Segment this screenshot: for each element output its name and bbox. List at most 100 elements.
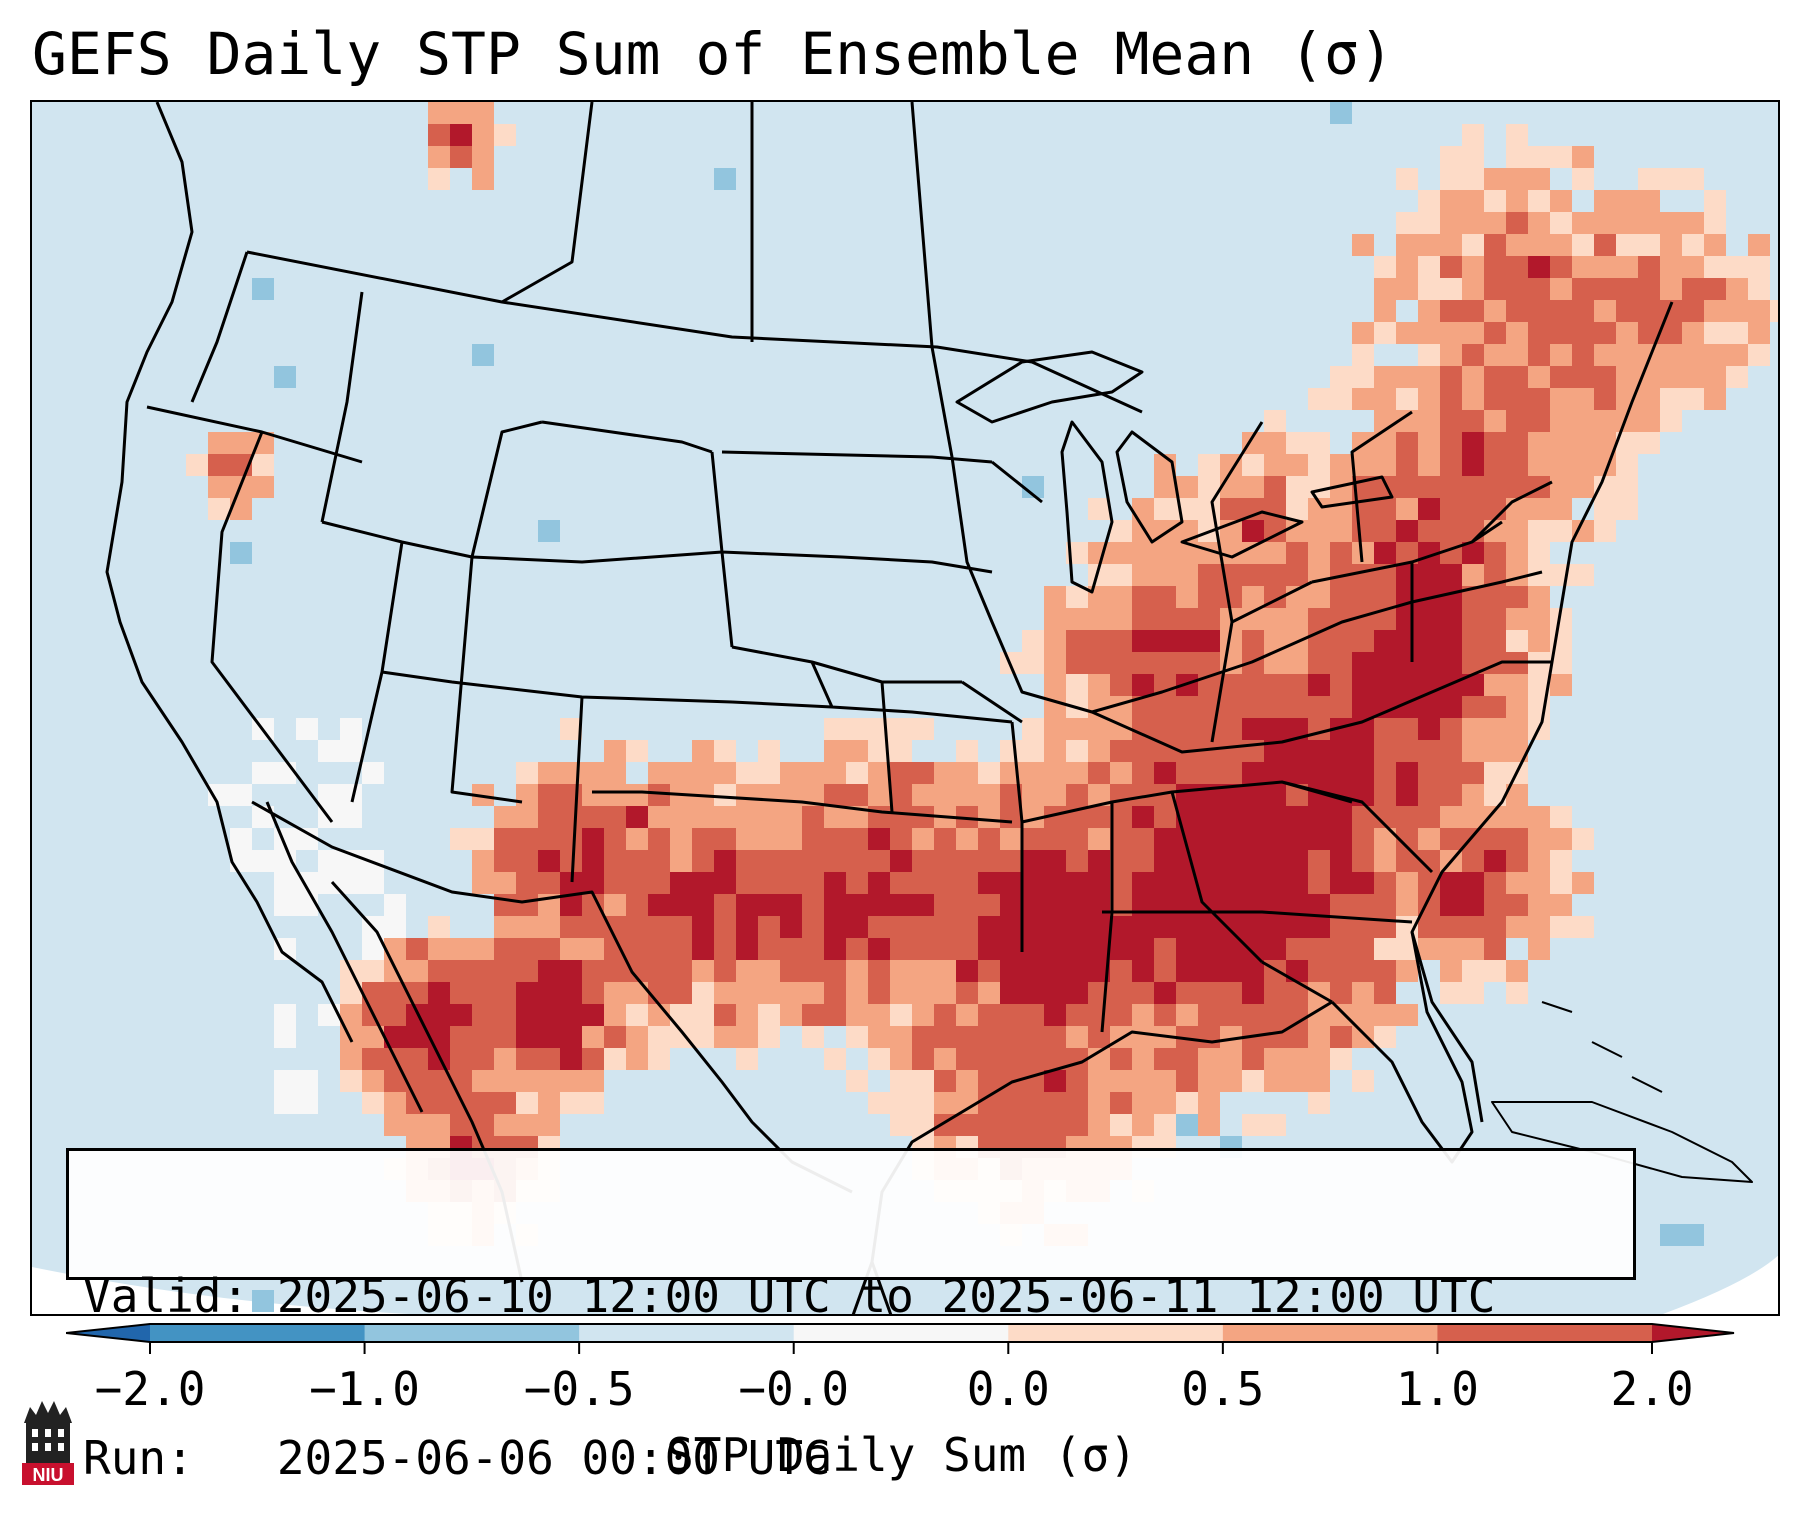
stp-grid-cell: [274, 1026, 296, 1048]
stp-grid-cell: [1088, 916, 1110, 938]
stp-grid-cell: [1550, 894, 1572, 916]
stp-grid-cell: [1462, 300, 1484, 322]
stp-grid-cell: [406, 938, 428, 960]
stp-grid-cell: [1484, 894, 1506, 916]
stp-grid-cell: [1176, 1070, 1198, 1092]
stp-grid-cell: [1682, 212, 1704, 234]
stp-grid-cell: [1418, 278, 1440, 300]
stp-grid-cell: [1286, 652, 1308, 674]
stp-grid-cell: [1000, 1026, 1022, 1048]
stp-grid-cell: [736, 806, 758, 828]
stp-grid-cell: [1550, 344, 1572, 366]
stp-grid-cell: [274, 938, 296, 960]
stp-grid-cell: [296, 1092, 318, 1114]
stp-grid-cell: [1220, 1026, 1242, 1048]
stp-grid-cell: [1660, 322, 1682, 344]
stp-grid-cell: [1506, 190, 1528, 212]
projection-edge: [32, 1267, 410, 1314]
stp-grid-cell: [538, 1070, 560, 1092]
stp-grid-cell: [1550, 674, 1572, 696]
stp-grid-cell: [1484, 190, 1506, 212]
stp-grid-cell: [714, 784, 736, 806]
atlantic-coastline: [1410, 301, 1674, 1123]
stp-grid-cell: [1572, 872, 1594, 894]
stp-grid-cell: [1000, 850, 1022, 872]
stp-grid-cell: [472, 1004, 494, 1026]
lake-ontario: [1310, 475, 1394, 509]
stp-grid-cell: [1220, 1004, 1242, 1026]
stp-grid-cell: [560, 850, 582, 872]
stp-grid-cell: [1418, 388, 1440, 410]
stp-grid-cell: [1242, 762, 1264, 784]
stp-grid-cell: [1242, 806, 1264, 828]
stp-grid-cell: [1176, 784, 1198, 806]
stp-grid-cell: [384, 894, 406, 916]
stp-grid-cell: [1110, 740, 1132, 762]
stp-grid-cell: [560, 1048, 582, 1070]
stp-grid-cell: [1550, 366, 1572, 388]
stp-grid-cell: [1440, 476, 1462, 498]
stp-grid-cell: [824, 762, 846, 784]
stp-grid-cell: [1132, 674, 1154, 696]
stp-grid-cell: [648, 806, 670, 828]
stp-grid-cell: [1638, 322, 1660, 344]
stp-grid-cell: [406, 982, 428, 1004]
stp-grid-cell: [1176, 960, 1198, 982]
stp-grid-cell: [1198, 938, 1220, 960]
stp-grid-cell: [1198, 1048, 1220, 1070]
stp-grid-cell: [1044, 1114, 1066, 1136]
stp-grid-cell: [1440, 608, 1462, 630]
stp-grid-cell: [1066, 718, 1088, 740]
stp-grid-cell: [1176, 850, 1198, 872]
stp-grid-cell: [1440, 806, 1462, 828]
stp-grid-cell: [1418, 300, 1440, 322]
stp-grid-cell: [1330, 520, 1352, 542]
stp-grid-cell: [1286, 520, 1308, 542]
stp-grid-cell: [1462, 168, 1484, 190]
stp-grid-cell: [1044, 1092, 1066, 1114]
stp-grid-cell: [1330, 1026, 1352, 1048]
stp-grid-cell: [1528, 300, 1550, 322]
stp-grid-cell: [1264, 542, 1286, 564]
stp-grid-cell: [1044, 828, 1066, 850]
stp-grid-cell: [384, 982, 406, 1004]
stp-grid-cell: [1704, 322, 1726, 344]
stp-grid-cell: [1044, 938, 1066, 960]
stp-grid-cell: [1000, 1048, 1022, 1070]
stp-grid-cell: [714, 938, 736, 960]
stp-grid-cell: [1572, 388, 1594, 410]
stp-grid-cell: [912, 718, 934, 740]
stp-grid-cell: [1418, 322, 1440, 344]
stp-grid-cell: [1242, 630, 1264, 652]
stp-grid-cell: [934, 828, 956, 850]
stp-grid-cell: [1528, 234, 1550, 256]
stp-grid-cell: [604, 806, 626, 828]
stp-grid-cell: [1308, 608, 1330, 630]
stp-grid-cell: [1418, 718, 1440, 740]
stp-grid-cell: [1220, 454, 1242, 476]
stp-grid-cell: [428, 124, 450, 146]
stp-grid-cell: [1264, 608, 1286, 630]
stp-grid-cell: [1594, 256, 1616, 278]
stp-grid-cell: [1462, 564, 1484, 586]
stp-grid-cell: [1088, 652, 1110, 674]
stp-grid-cell: [318, 740, 340, 762]
stp-grid-cell: [714, 894, 736, 916]
stp-grid-cell: [670, 916, 692, 938]
stp-grid-cell: [582, 762, 604, 784]
stp-grid-cell: [1330, 916, 1352, 938]
stp-grid-cell: [1594, 388, 1616, 410]
stp-grid-cell: [978, 762, 1000, 784]
stp-grid-cell: [1462, 630, 1484, 652]
stp-grid-cell: [1088, 564, 1110, 586]
stp-grid-cell: [758, 1026, 780, 1048]
stp-grid-cell: [230, 432, 252, 454]
stp-grid-cell: [890, 872, 912, 894]
stp-grid-cell: [648, 828, 670, 850]
colorbar-segment: [1437, 1324, 1653, 1342]
stp-grid-cell: [1286, 850, 1308, 872]
stp-grid-cell: [736, 1004, 758, 1026]
stp-grid-cell: [1396, 432, 1418, 454]
stp-grid-cell: [956, 1070, 978, 1092]
stp-grid-cell: [472, 938, 494, 960]
